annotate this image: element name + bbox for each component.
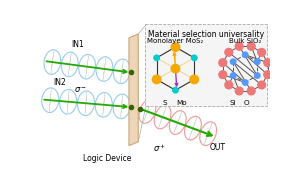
Circle shape bbox=[152, 75, 161, 84]
Text: $\sigma^+$: $\sigma^+$ bbox=[153, 142, 167, 154]
Circle shape bbox=[173, 88, 178, 93]
Circle shape bbox=[235, 87, 243, 95]
Text: IN2: IN2 bbox=[53, 78, 66, 87]
Circle shape bbox=[235, 42, 243, 50]
Circle shape bbox=[171, 64, 180, 73]
Circle shape bbox=[247, 87, 255, 95]
FancyBboxPatch shape bbox=[145, 24, 267, 106]
Circle shape bbox=[255, 59, 260, 64]
Circle shape bbox=[255, 73, 260, 78]
Text: Si: Si bbox=[230, 100, 236, 106]
Text: O: O bbox=[244, 100, 250, 106]
Circle shape bbox=[154, 55, 159, 61]
Text: Bulk SiO₂: Bulk SiO₂ bbox=[229, 38, 261, 44]
Circle shape bbox=[225, 81, 232, 89]
Circle shape bbox=[171, 43, 180, 51]
Circle shape bbox=[219, 71, 226, 79]
Circle shape bbox=[247, 42, 255, 50]
Circle shape bbox=[230, 59, 236, 64]
Circle shape bbox=[225, 48, 232, 56]
Text: Mo: Mo bbox=[176, 100, 187, 106]
Text: $\sigma^-$: $\sigma^-$ bbox=[74, 85, 87, 95]
Circle shape bbox=[264, 71, 272, 79]
Circle shape bbox=[242, 80, 248, 85]
Circle shape bbox=[191, 55, 197, 61]
Polygon shape bbox=[129, 34, 138, 146]
Circle shape bbox=[264, 59, 272, 67]
Text: OUT: OUT bbox=[210, 143, 226, 152]
Circle shape bbox=[242, 52, 248, 57]
Circle shape bbox=[258, 81, 266, 89]
Circle shape bbox=[258, 48, 266, 56]
Text: IN1: IN1 bbox=[71, 39, 84, 48]
Text: Material selection universality: Material selection universality bbox=[148, 30, 265, 39]
Text: Logic Device: Logic Device bbox=[83, 154, 131, 163]
Circle shape bbox=[219, 59, 226, 67]
Text: S: S bbox=[162, 100, 167, 106]
Circle shape bbox=[190, 75, 199, 84]
Circle shape bbox=[230, 73, 236, 78]
Text: Monolayer MoS₂: Monolayer MoS₂ bbox=[147, 38, 204, 44]
